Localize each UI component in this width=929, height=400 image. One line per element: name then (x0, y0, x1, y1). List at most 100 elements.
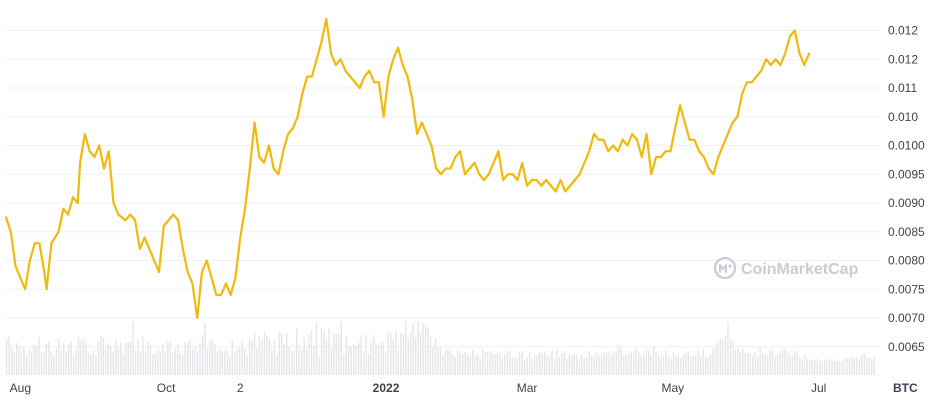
price-point[interactable] (419, 120, 425, 126)
price-point[interactable] (381, 114, 387, 120)
price-point[interactable] (448, 166, 454, 172)
price-point[interactable] (471, 160, 477, 166)
price-point[interactable] (290, 125, 296, 131)
price-point[interactable] (481, 177, 487, 183)
price-point[interactable] (180, 246, 186, 252)
price-point[interactable] (41, 269, 47, 275)
price-point[interactable] (519, 160, 525, 166)
price-point[interactable] (558, 177, 564, 183)
price-point[interactable] (572, 177, 578, 183)
price-point[interactable] (151, 258, 157, 264)
price-point[interactable] (342, 68, 348, 74)
price-point[interactable] (524, 183, 530, 189)
price-point[interactable] (639, 154, 645, 160)
price-point[interactable] (161, 223, 167, 229)
price-point[interactable] (106, 148, 112, 154)
price-point[interactable] (620, 137, 626, 143)
price-point[interactable] (768, 62, 774, 68)
price-point[interactable] (462, 171, 468, 177)
price-point[interactable] (137, 246, 143, 252)
price-point[interactable] (204, 258, 210, 264)
price-point[interactable] (777, 62, 783, 68)
price-point[interactable] (801, 62, 807, 68)
price-point[interactable] (3, 214, 9, 220)
price-point[interactable] (91, 154, 97, 160)
price-point[interactable] (13, 263, 19, 269)
price-point[interactable] (323, 16, 329, 22)
price-point[interactable] (601, 137, 607, 143)
price-point[interactable] (115, 212, 121, 218)
price-line[interactable] (4, 17, 811, 320)
price-point[interactable] (605, 148, 611, 154)
price-point[interactable] (8, 229, 14, 235)
price-point[interactable] (514, 177, 520, 183)
price-point[interactable] (357, 85, 363, 91)
price-point[interactable] (586, 148, 592, 154)
price-point[interactable] (261, 160, 267, 166)
price-point[interactable] (77, 160, 83, 166)
price-point[interactable] (648, 171, 654, 177)
price-point[interactable] (318, 39, 324, 45)
price-point[interactable] (285, 131, 291, 137)
price-point[interactable] (395, 45, 401, 51)
price-point[interactable] (170, 212, 176, 218)
price-point[interactable] (295, 114, 301, 120)
price-point[interactable] (581, 160, 587, 166)
price-point[interactable] (438, 171, 444, 177)
price-point[interactable] (347, 74, 353, 80)
price-point[interactable] (491, 160, 497, 166)
price-point[interactable] (433, 166, 439, 172)
price-point[interactable] (476, 171, 482, 177)
price-point[interactable] (376, 79, 382, 85)
price-point[interactable] (644, 131, 650, 137)
price-point[interactable] (22, 286, 28, 292)
price-point[interactable] (87, 148, 93, 154)
price-point[interactable] (467, 166, 473, 172)
price-point[interactable] (553, 189, 559, 195)
price-point[interactable] (338, 56, 344, 62)
price-point[interactable] (127, 212, 133, 218)
price-point[interactable] (199, 269, 205, 275)
price-point[interactable] (782, 51, 788, 57)
price-point[interactable] (424, 131, 430, 137)
price-point[interactable] (299, 91, 305, 97)
price-point[interactable] (701, 154, 707, 160)
price-point[interactable] (720, 143, 726, 149)
price-point[interactable] (156, 269, 162, 275)
price-point[interactable] (753, 74, 759, 80)
price-point[interactable] (44, 286, 50, 292)
price-point[interactable] (667, 148, 673, 154)
price-point[interactable] (452, 154, 458, 160)
price-point[interactable] (629, 131, 635, 137)
price-point[interactable] (715, 154, 721, 160)
price-point[interactable] (189, 281, 195, 287)
price-point[interactable] (27, 258, 33, 264)
price-point[interactable] (209, 275, 215, 281)
price-point[interactable] (773, 56, 779, 62)
price-point[interactable] (366, 68, 372, 74)
price-point[interactable] (166, 217, 172, 223)
price-point[interactable] (390, 56, 396, 62)
price-point[interactable] (792, 28, 798, 34)
price-point[interactable] (111, 200, 117, 206)
price-point[interactable] (691, 137, 697, 143)
price-point[interactable] (615, 148, 621, 154)
price-point[interactable] (797, 51, 803, 57)
price-point[interactable] (65, 212, 71, 218)
price-point[interactable] (146, 246, 152, 252)
price-point[interactable] (763, 56, 769, 62)
price-point[interactable] (500, 177, 506, 183)
price-point[interactable] (385, 74, 391, 80)
price-point[interactable] (266, 143, 272, 149)
price-point[interactable] (123, 217, 129, 223)
price-point[interactable] (710, 171, 716, 177)
price-point[interactable] (96, 143, 102, 149)
price-point[interactable] (400, 62, 406, 68)
price-point[interactable] (132, 217, 138, 223)
price-point[interactable] (806, 51, 812, 57)
price-point[interactable] (256, 154, 262, 160)
price-point[interactable] (730, 120, 736, 126)
price-point[interactable] (682, 120, 688, 126)
